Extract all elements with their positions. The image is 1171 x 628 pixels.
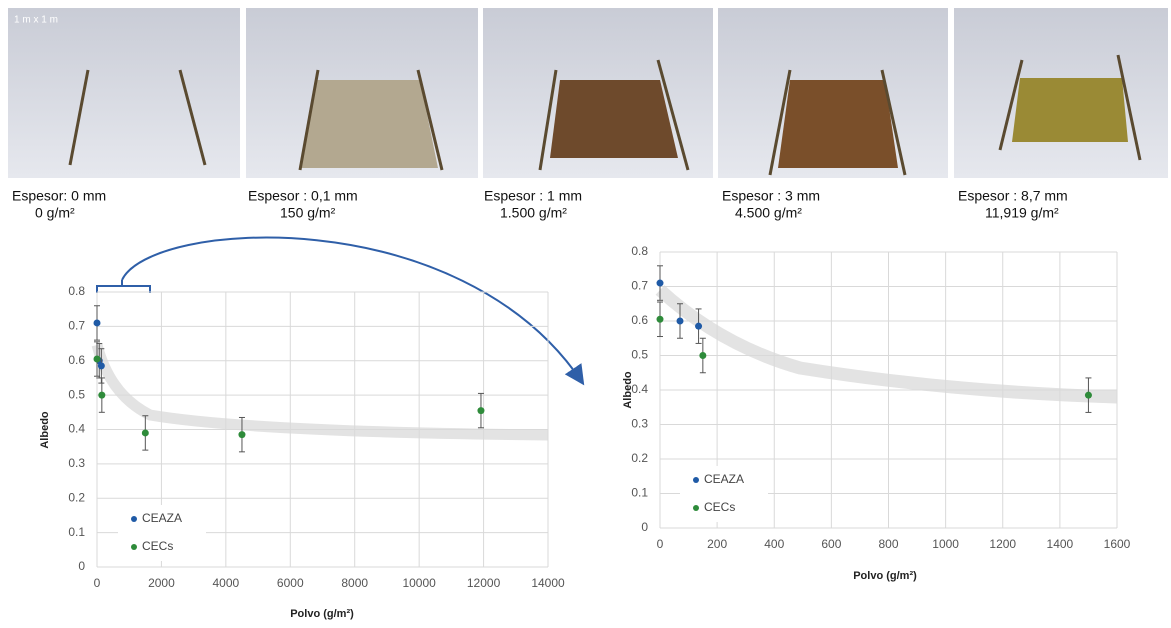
point [676,317,684,325]
x-tick-label: 2000 [148,576,175,590]
point [656,279,664,287]
zoom-bracket [96,280,151,293]
y-tick-label: 0.6 [631,313,648,327]
x-axis-label: Polvo (g/m²) [290,608,354,620]
x-axis-label: Polvo (g/m²) [853,570,917,582]
fit-band [91,343,549,441]
legend-label: CECs [704,500,735,514]
x-tick-label: 1600 [1104,537,1131,551]
y-tick-label: 0 [78,559,85,573]
caption: 0 g/m² [35,205,75,221]
caption: Espesor : 1 mm [484,188,582,204]
caption: Espesor : 0,1 mm [248,188,358,204]
zoom-arrow [121,236,585,386]
point [98,391,106,399]
x-tick-label: 10000 [402,576,436,590]
x-tick-label: 0 [94,576,101,590]
y-axis-label: Albedo [39,411,51,449]
y-tick-label: 0.4 [68,422,85,436]
point [97,362,105,370]
point [656,315,664,323]
y-tick-label: 0.5 [68,387,85,401]
legend-label: CEAZA [704,472,744,486]
y-tick-label: 0.1 [68,525,85,539]
y-tick-label: 0.2 [68,490,85,504]
y-tick-label: 0.2 [631,451,648,465]
point [1084,391,1092,399]
x-tick-label: 1400 [1047,537,1074,551]
x-tick-label: 4000 [213,576,240,590]
x-tick-label: 8000 [341,576,368,590]
legend-box [680,466,768,522]
point [699,352,707,359]
y-tick-label: 0 [641,520,648,534]
legend-marker [131,516,137,522]
photo [246,8,478,178]
y-tick-label: 0.7 [631,279,648,293]
photo-label: 1 m x 1 m [14,15,58,26]
point [93,355,101,363]
legend-label: CECs [142,539,173,553]
point [141,429,149,437]
legend-marker [131,544,137,550]
y-tick-label: 0.3 [68,456,85,470]
legend-box [118,505,206,561]
caption: 11,919 g/m² [985,205,1059,221]
point [477,407,485,415]
y-tick-label: 0.4 [631,382,648,396]
y-tick-label: 0.5 [631,348,648,362]
x-tick-label: 14000 [531,576,565,590]
photo [954,8,1168,178]
point [93,319,101,327]
y-tick-label: 0.6 [68,353,85,367]
caption: Espesor : 3 mm [722,188,820,204]
caption: 150 g/m² [280,205,336,221]
x-tick-label: 0 [657,537,664,551]
x-tick-label: 6000 [277,576,304,590]
photo [718,8,948,178]
x-tick-label: 1000 [932,537,959,551]
y-tick-label: 0.7 [68,319,85,333]
x-tick-label: 400 [764,537,784,551]
caption: 1.500 g/m² [500,205,567,221]
y-tick-label: 0.8 [631,244,648,258]
x-tick-label: 1200 [989,537,1016,551]
x-tick-label: 600 [821,537,841,551]
caption: Espesor : 8,7 mm [958,188,1068,204]
photo [8,8,240,178]
legend-label: CEAZA [142,511,182,525]
point [695,322,703,330]
caption: Espesor: 0 mm [12,188,106,204]
caption: 4.500 g/m² [735,205,802,221]
x-tick-label: 800 [878,537,898,551]
y-axis-label: Albedo [622,371,634,409]
fit-band [655,285,1118,404]
legend-marker [693,477,699,483]
y-tick-label: 0.8 [68,284,85,298]
legend-marker [693,505,699,511]
y-tick-label: 0.3 [631,417,648,431]
y-tick-label: 0.1 [631,486,648,500]
photo [483,8,713,178]
x-tick-label: 12000 [467,576,501,590]
point [238,431,246,439]
x-tick-label: 200 [707,537,727,551]
